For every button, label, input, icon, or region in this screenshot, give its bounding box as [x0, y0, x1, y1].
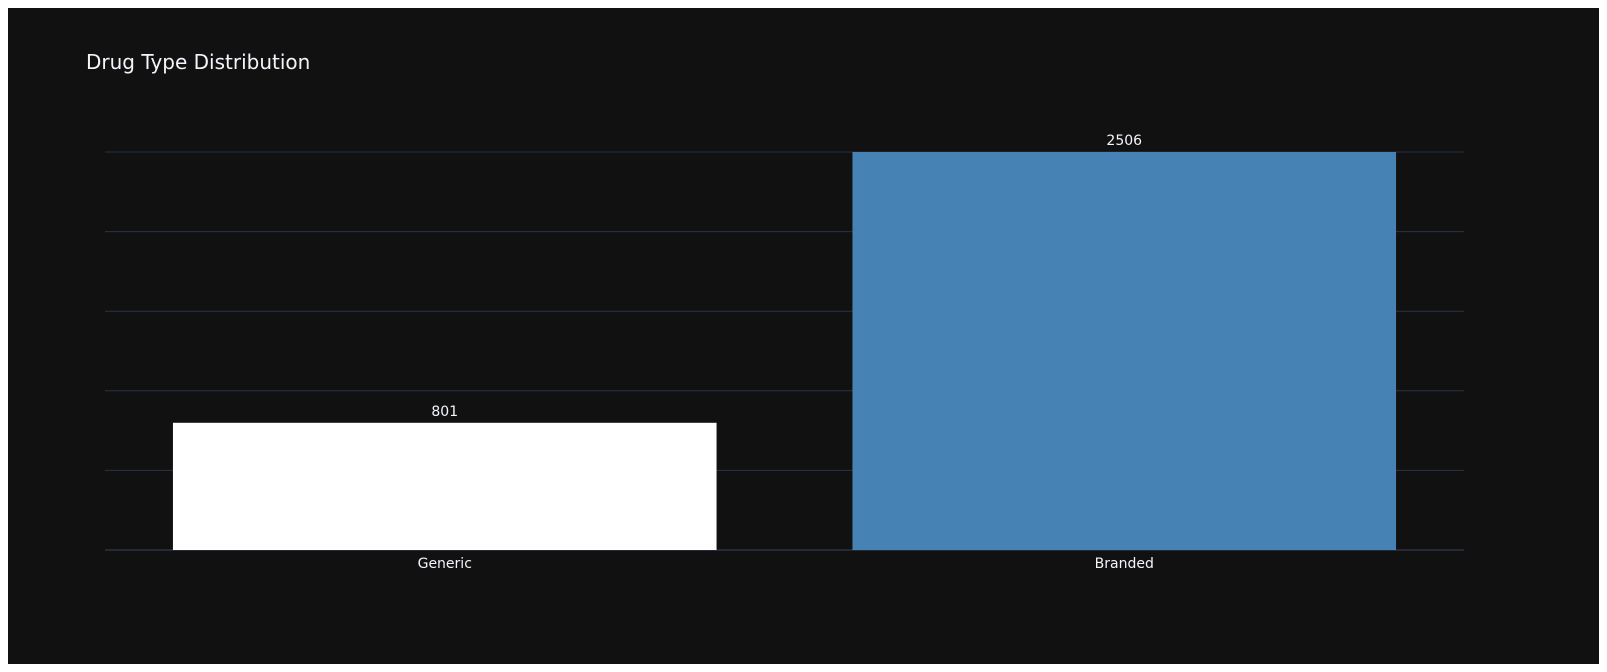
labels: 801 Generic 2506 Branded: [418, 133, 1154, 572]
bar-branded[interactable]: [852, 152, 1397, 550]
data-label-generic: 801: [431, 404, 458, 420]
data-label-branded: 2506: [1106, 133, 1142, 149]
bar-generic[interactable]: [172, 422, 717, 550]
chart-panel: Drug Type Distribution 801 Generic 2506 Bra…: [8, 8, 1599, 664]
bars: [172, 152, 1397, 550]
x-tick-label-branded: Branded: [1095, 556, 1154, 572]
chart-title: Drug Type Distribution: [86, 50, 310, 74]
x-tick-label-generic: Generic: [418, 556, 472, 572]
bar-chart: Drug Type Distribution 801 Generic 2506 Bra…: [86, 50, 1464, 572]
